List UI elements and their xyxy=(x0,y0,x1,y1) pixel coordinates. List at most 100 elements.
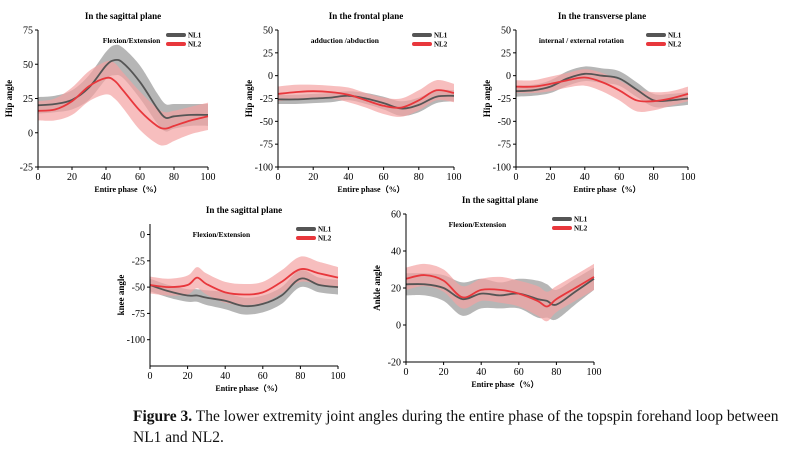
y-tick-label: 0 xyxy=(396,321,401,332)
y-tick-label: -20 xyxy=(388,358,401,369)
y-tick-label: -100 xyxy=(127,335,145,346)
band-nl1 xyxy=(38,44,208,132)
legend-label-nl1: NL1 xyxy=(188,32,202,40)
y-tick-label: 40 xyxy=(391,247,401,258)
band-nl2 xyxy=(38,60,208,146)
x-tick-label: 100 xyxy=(681,172,696,183)
y-tick-label: 0 xyxy=(268,71,273,82)
x-tick-label: 20 xyxy=(545,172,555,183)
chart-title: In the sagittal plane xyxy=(206,205,282,215)
x-tick-label: 80 xyxy=(169,172,179,183)
y-tick-label: -25 xyxy=(260,94,273,105)
x-tick-label: 0 xyxy=(514,172,519,183)
x-tick-label: 20 xyxy=(439,367,449,378)
x-tick-label: 80 xyxy=(551,367,561,378)
chart-title: In the sagittal plane xyxy=(462,195,538,205)
x-tick-label: 0 xyxy=(36,172,41,183)
x-tick-label: 40 xyxy=(220,371,230,382)
x-tick-label: 0 xyxy=(148,371,153,382)
x-tick-label: 80 xyxy=(295,371,305,382)
x-tick-label: 100 xyxy=(587,367,602,378)
series-line-nl2 xyxy=(515,76,689,103)
y-tick-label: -75 xyxy=(260,140,273,151)
x-tick-label: 100 xyxy=(201,172,216,183)
x-tick-label: 0 xyxy=(276,172,281,183)
x-tick-label: 40 xyxy=(343,172,353,183)
caption-text: The lower extremity joint angles during … xyxy=(133,408,779,446)
x-tick-label: 40 xyxy=(476,367,486,378)
y-axis-label: Hip angle xyxy=(244,80,254,117)
x-axis-label: Entire phase（%） xyxy=(471,379,538,389)
series-line-nl1 xyxy=(37,58,209,120)
x-tick-label: 60 xyxy=(379,172,389,183)
chart-title: In the transverse plane xyxy=(558,11,646,21)
y-tick-label: 50 xyxy=(263,26,273,37)
chart-annotation: internal / external rotation xyxy=(539,36,625,45)
legend-label-nl1: NL1 xyxy=(318,226,332,234)
y-tick-label: 50 xyxy=(501,26,511,37)
legend-label-nl1: NL1 xyxy=(574,216,588,224)
legend-label-nl2: NL2 xyxy=(434,41,448,49)
legend-label-nl2: NL2 xyxy=(574,225,588,233)
x-tick-label: 40 xyxy=(101,172,111,183)
x-tick-label: 80 xyxy=(649,172,659,183)
x-tick-label: 20 xyxy=(308,172,318,183)
band-nl2 xyxy=(150,256,338,305)
legend-label-nl1: NL1 xyxy=(434,32,448,40)
legend-label-nl2: NL2 xyxy=(188,41,202,49)
x-tick-label: 60 xyxy=(514,367,524,378)
series-line-nl2 xyxy=(149,268,339,296)
x-axis-label: Entire phase（%） xyxy=(337,184,404,194)
chart-panel-3: 0 20 40 60 80 100 -100 -75 -50 -25 0 25 50 In the tra… xyxy=(482,11,696,194)
series-line-nl1 xyxy=(405,278,595,306)
series-line-nl1 xyxy=(277,94,455,110)
y-tick-label: 0 xyxy=(28,128,33,139)
series-line-nl1 xyxy=(149,277,339,308)
y-tick-label: -100 xyxy=(493,163,511,174)
x-tick-label: 0 xyxy=(404,367,409,378)
x-tick-label: 20 xyxy=(183,371,193,382)
chart-title: In the frontal plane xyxy=(329,11,404,21)
x-tick-label: 60 xyxy=(258,371,268,382)
y-tick-label: -50 xyxy=(498,117,511,128)
x-tick-label: 60 xyxy=(135,172,145,183)
y-axis-label: Ankle angle xyxy=(372,265,382,311)
y-tick-label: 20 xyxy=(391,284,401,295)
chart-annotation: Flexion/Extension xyxy=(449,220,507,229)
chart-annotation: adduction /abduction xyxy=(311,36,380,45)
series-line-nl2 xyxy=(405,274,595,308)
x-tick-label: 20 xyxy=(67,172,77,183)
y-tick-label: 60 xyxy=(391,210,401,221)
legend-label-nl1: NL1 xyxy=(668,32,682,40)
y-tick-label: -75 xyxy=(498,140,511,151)
y-tick-label: 25 xyxy=(23,94,33,105)
y-axis-label: knee angle xyxy=(116,275,126,316)
figure-caption: Figure 3. The lower extremity joint angl… xyxy=(133,406,793,448)
y-axis-label: Hip angle xyxy=(4,80,14,117)
caption-label: Figure 3. xyxy=(133,408,193,425)
x-axis-label: Entire phase（%） xyxy=(94,184,161,194)
x-tick-label: 40 xyxy=(580,172,590,183)
y-tick-label: -25 xyxy=(498,94,511,105)
y-tick-label: 0 xyxy=(140,230,145,241)
series-line-nl2 xyxy=(37,76,209,130)
chart-panel-4: 0 20 40 60 80 100 -100 -75 -50 -25 0 In the sagitta… xyxy=(116,205,346,393)
x-tick-label: 60 xyxy=(614,172,624,183)
x-tick-label: 100 xyxy=(447,172,462,183)
y-tick-label: 50 xyxy=(23,60,33,71)
y-axis-label: Hip angle xyxy=(482,80,492,117)
y-tick-label: 0 xyxy=(506,71,511,82)
chart-panel-2: 0 20 40 60 80 100 -100 -75 -50 -25 0 25 50 In the fro… xyxy=(244,11,462,194)
x-axis-label: Entire phase（%） xyxy=(215,383,282,393)
x-tick-label: 80 xyxy=(414,172,424,183)
y-tick-label: -25 xyxy=(20,163,33,174)
x-axis-label: Entire phase（%） xyxy=(573,184,640,194)
legend-label-nl2: NL2 xyxy=(318,235,332,243)
y-tick-label: 25 xyxy=(263,48,273,59)
legend-label-nl2: NL2 xyxy=(668,41,682,49)
chart-annotation: Flexion/Extension xyxy=(103,36,161,45)
y-tick-label: 75 xyxy=(23,26,33,37)
